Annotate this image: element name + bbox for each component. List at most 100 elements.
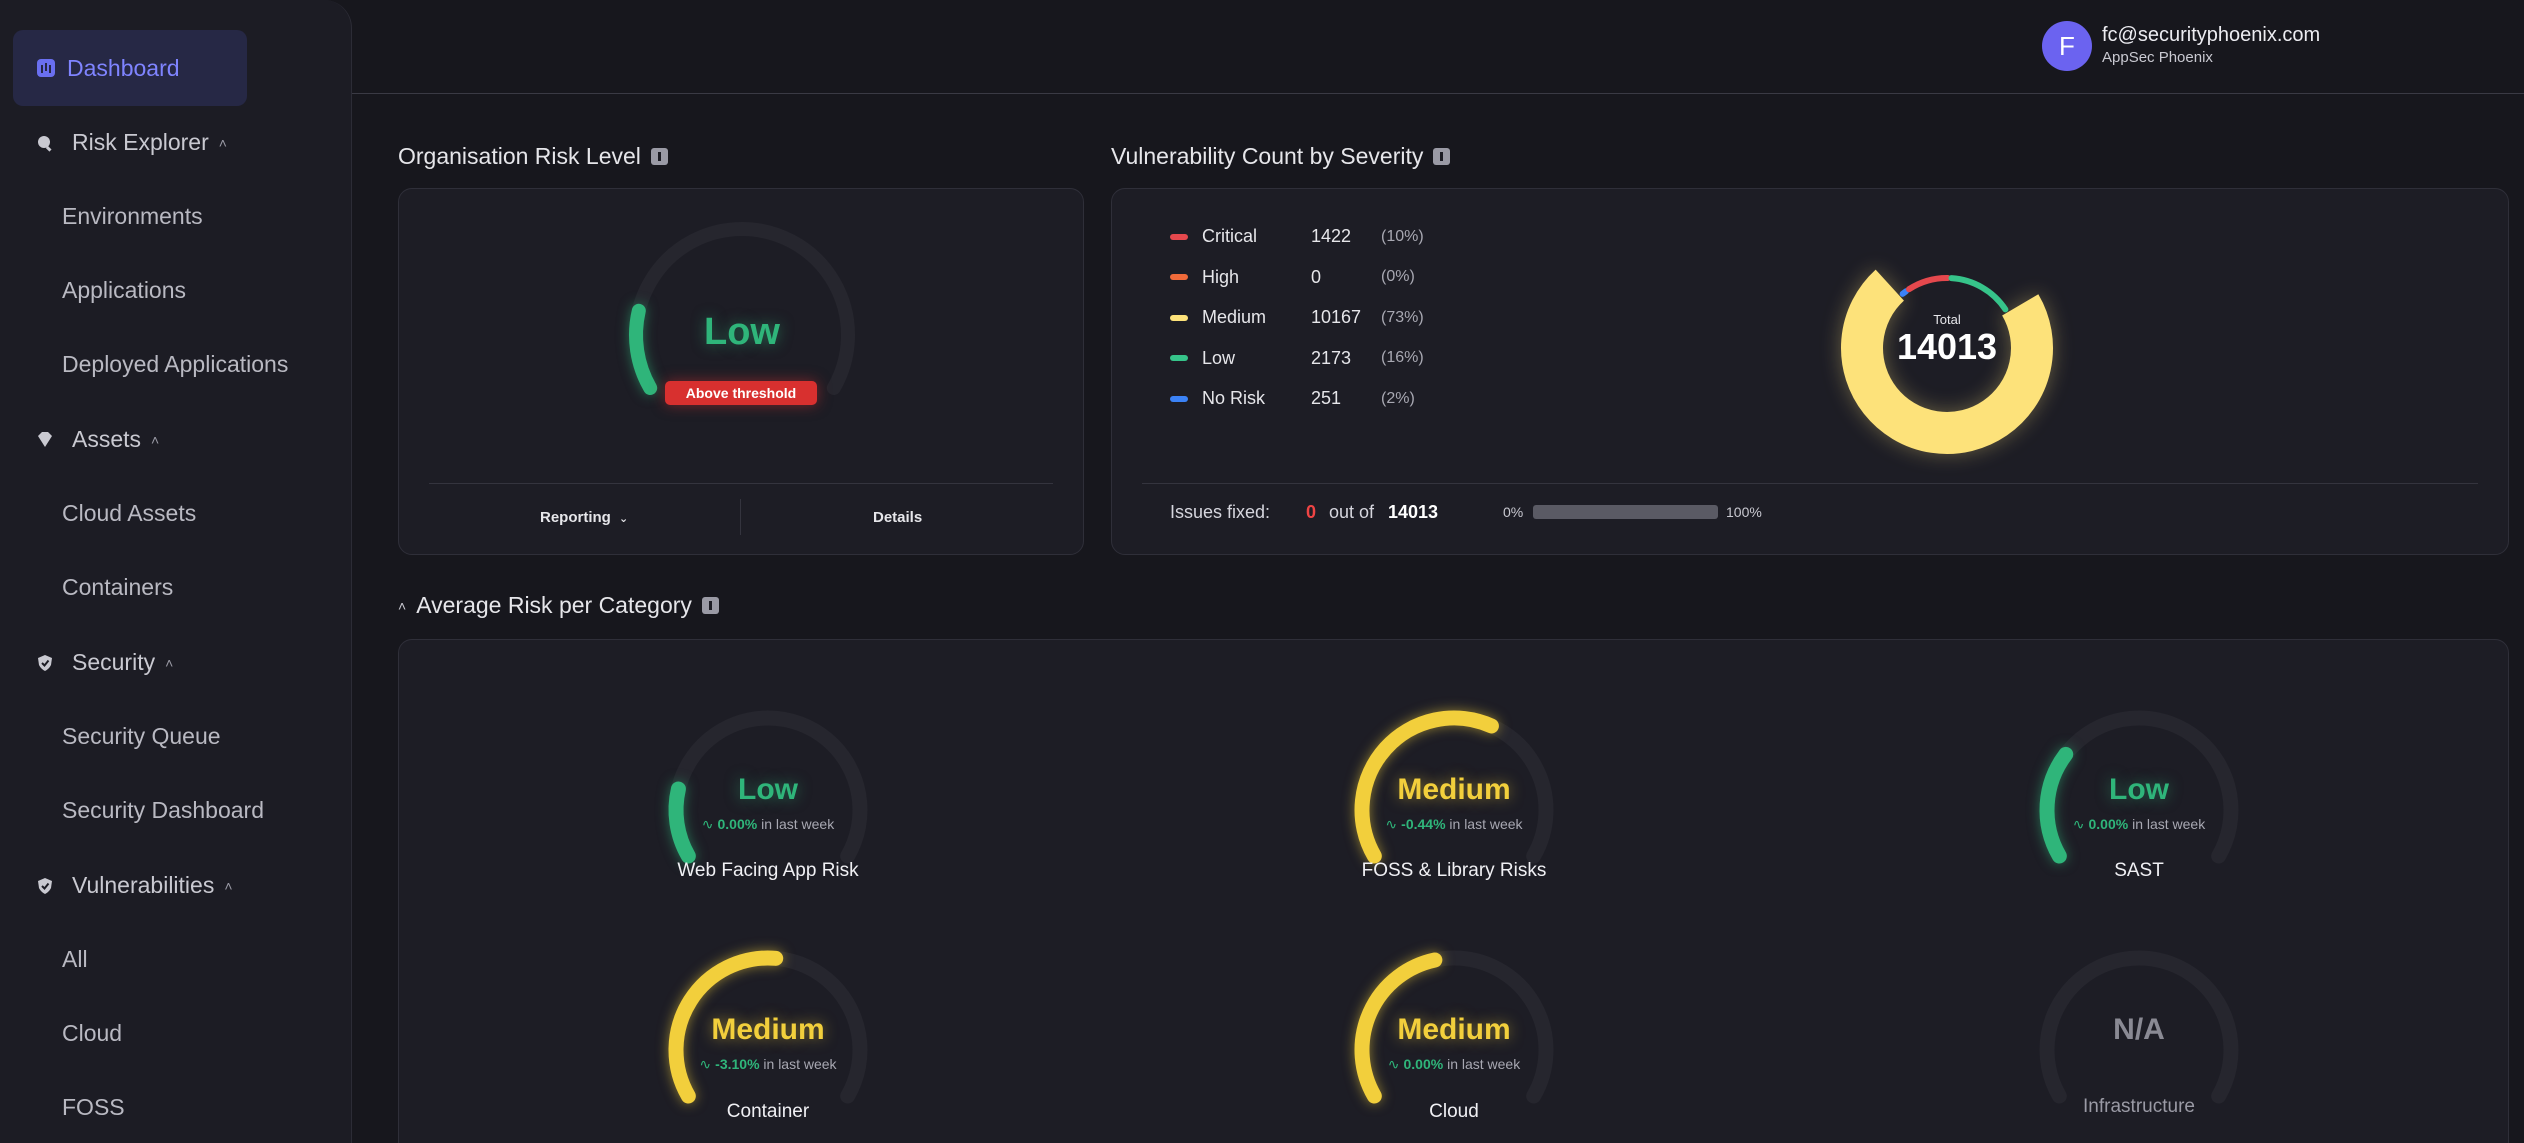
sidebar-item-foss[interactable]: FOSS: [62, 1094, 125, 1120]
issues-fixed-total: 14013: [1388, 502, 1439, 522]
gauge-level-web-facing-app-risk: Low: [738, 773, 798, 806]
dashboard-icon: [37, 59, 55, 77]
sidebar-item-cloud-assets[interactable]: Cloud Assets: [62, 500, 197, 526]
diamond-icon: [38, 431, 52, 447]
legend-name: High: [1202, 266, 1240, 287]
gauge-title-container[interactable]: Container: [726, 1101, 810, 1122]
vuln-title: Vulnerability Count by Severity: [1111, 143, 1424, 169]
top-bar: [352, 0, 2524, 94]
gauge-level-container: Medium: [711, 1013, 825, 1046]
threshold-badge: Above threshold: [665, 381, 817, 405]
info-icon[interactable]: [650, 148, 668, 165]
donut-slice-critical[interactable]: [1906, 275, 1951, 293]
legend-row-medium[interactable]: Medium 10167 (73%): [1170, 307, 1424, 328]
info-icon[interactable]: [1433, 148, 1451, 165]
nav-group-security[interactable]: Security ˄: [36, 649, 173, 676]
gauge-sast-fill: [2039, 746, 2074, 864]
gauge-level-cloud: Medium: [1397, 1013, 1511, 1046]
avatar[interactable]: F: [2042, 21, 2092, 71]
gauge-container-fill: [668, 950, 784, 1104]
org-risk-level: Low: [704, 311, 780, 353]
chevron-up-icon: ˄: [165, 654, 174, 671]
chevron-up-icon[interactable]: ˄: [398, 597, 407, 614]
category-heading[interactable]: ˄ Average Risk per Category: [398, 592, 719, 619]
nav-dashboard-label: Dashboard: [67, 54, 180, 81]
progress-min-label: 0%: [1503, 504, 1524, 520]
nav-group-label: Security: [72, 649, 156, 675]
delta-value: 0.00%: [717, 816, 758, 832]
donut-slice-no-risk[interactable]: [1899, 288, 1909, 297]
user-email[interactable]: fc@securityphoenix.com: [2102, 24, 2321, 46]
divider: [429, 483, 1053, 484]
gauge-title-sast[interactable]: SAST: [2114, 860, 2164, 881]
sidebar-item-security-dashboard[interactable]: Security Dashboard: [62, 797, 264, 823]
nav-group-risk-explorer[interactable]: Risk Explorer ˄: [36, 129, 227, 156]
nav-group-assets[interactable]: Assets ˄: [36, 426, 159, 453]
donut-slice-medium[interactable]: [1841, 269, 2053, 454]
delta-suffix: in last week: [1445, 816, 1523, 832]
donut-total-label: Total: [1933, 312, 1961, 327]
legend-row-critical[interactable]: Critical 1422 (10%): [1170, 226, 1424, 247]
nav-group-vulnerabilities[interactable]: Vulnerabilities ˄: [36, 872, 233, 899]
delta-value: 0.00%: [2088, 816, 2129, 832]
legend-count: 1422: [1311, 226, 1352, 246]
org-risk-title: Organisation Risk Level: [398, 143, 641, 169]
shield-icon: [38, 654, 52, 671]
chevron-up-icon: ˄: [151, 431, 160, 448]
sidebar-item-cloud[interactable]: Cloud: [62, 1020, 123, 1046]
legend-count: 2173: [1311, 347, 1352, 368]
legend-row-low[interactable]: Low 2173 (16%): [1170, 348, 1424, 369]
divider: [740, 499, 741, 535]
sidebar-item-security-queue[interactable]: Security Queue: [62, 723, 221, 749]
reporting-button[interactable]: Reporting ⌄: [540, 509, 628, 526]
trend-icon: ∿: [1385, 816, 1398, 832]
trend-icon: ∿: [701, 816, 714, 832]
legend-percent: (10%): [1381, 227, 1424, 245]
gauge-delta: ∿ -3.10% in last week: [598, 1056, 938, 1073]
sidebar: Dashboard Risk Explorer ˄ Environments A…: [0, 0, 352, 1143]
gauge-title-foss-library-risks[interactable]: FOSS & Library Risks: [1361, 860, 1547, 881]
org-risk-heading: Organisation Risk Level: [398, 143, 668, 170]
gauge-web-facing-app-risk-fill: [668, 781, 696, 864]
details-button[interactable]: Details: [873, 509, 923, 526]
nav-group-label: Assets: [72, 426, 142, 452]
gauge-delta: ∿ 0.00% in last week: [1969, 816, 2309, 833]
sidebar-item-applications[interactable]: Applications: [62, 277, 187, 303]
reporting-label: Reporting: [540, 509, 611, 526]
delta-suffix: in last week: [757, 816, 835, 832]
nav-group-label: Vulnerabilities: [72, 872, 215, 898]
legend-row-high[interactable]: High 0 (0%): [1170, 267, 1415, 288]
legend-swatch: [1170, 314, 1188, 321]
sidebar-item-environments[interactable]: Environments: [62, 203, 203, 229]
legend-count: 0: [1311, 266, 1322, 287]
sidebar-item-all[interactable]: All: [62, 946, 88, 972]
nav-dashboard[interactable]: Dashboard: [13, 30, 247, 106]
sidebar-item-deployed-applications[interactable]: Deployed Applications: [62, 351, 289, 377]
legend-count: 10167: [1311, 307, 1362, 327]
gauge-cloud-fill: [1354, 952, 1443, 1104]
sidebar-item-containers[interactable]: Containers: [62, 574, 174, 600]
issues-fixed-of: out of: [1329, 502, 1375, 522]
gauge-title-cloud[interactable]: Cloud: [1429, 1101, 1479, 1122]
gauge-title-web-facing-app-risk[interactable]: Web Facing App Risk: [677, 860, 859, 881]
gauge-title-infrastructure[interactable]: Infrastructure: [2083, 1096, 2195, 1117]
org-risk-gauge-fill: [629, 303, 658, 395]
donut-slice-low[interactable]: [1948, 275, 2009, 313]
delta-value: -3.10%: [715, 1056, 760, 1072]
issues-fixed-value: 0: [1306, 502, 1317, 522]
chevron-down-icon: ⌄: [619, 513, 629, 525]
gauge-level-infrastructure: N/A: [2113, 1013, 2165, 1046]
legend-row-no-risk[interactable]: No Risk 251 (2%): [1170, 388, 1415, 409]
trend-icon: ∿: [2072, 816, 2085, 832]
chevron-up-icon: ˄: [224, 877, 233, 894]
legend-percent: (2%): [1381, 389, 1415, 407]
delta-suffix: in last week: [759, 1056, 837, 1072]
issues-fixed-label: Issues fixed:: [1170, 502, 1271, 522]
chevron-up-icon: ˄: [218, 134, 227, 151]
legend-name: Low: [1202, 347, 1236, 368]
legend-count: 251: [1311, 388, 1342, 408]
gauge-level-sast: Low: [2109, 773, 2169, 806]
info-icon[interactable]: [701, 597, 719, 614]
gauge-level-foss-library-risks: Medium: [1397, 773, 1511, 806]
